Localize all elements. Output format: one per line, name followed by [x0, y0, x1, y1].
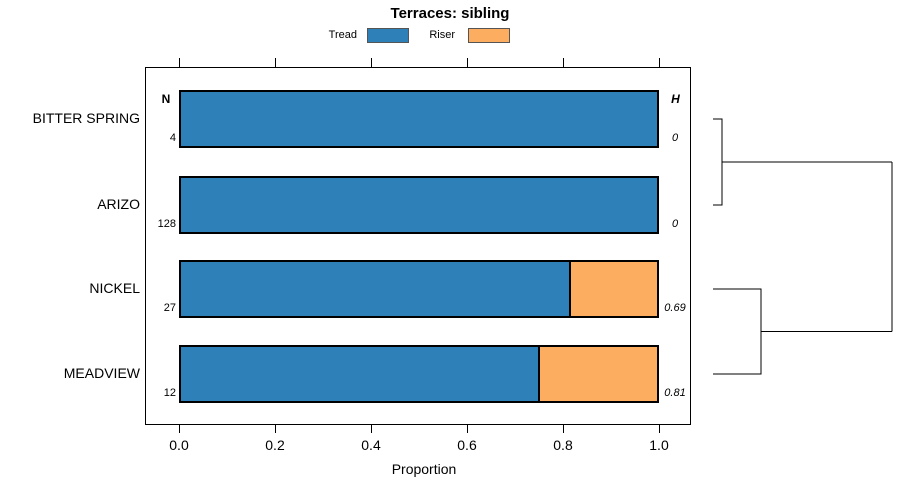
x-tick-bottom	[178, 425, 180, 433]
x-tick-label: 1.0	[649, 437, 669, 453]
bar-segment-riser	[538, 347, 657, 401]
x-tick-top	[274, 58, 276, 67]
x-tick-top	[562, 58, 564, 67]
x-tick-top	[178, 58, 180, 67]
y-axis-label: MEADVIEW	[63, 365, 140, 381]
h-value: 0.81	[664, 387, 686, 399]
x-tick-bottom	[562, 425, 564, 433]
x-tick-label: 0.0	[169, 437, 189, 453]
h-column-header: H	[671, 92, 680, 106]
x-tick-bottom	[466, 425, 468, 433]
x-tick-bottom	[658, 425, 660, 433]
y-axis-label: ARIZO	[97, 196, 140, 212]
bar-row	[179, 176, 659, 234]
dendrogram-lines	[713, 118, 893, 375]
legend-swatch-riser-icon	[468, 28, 510, 43]
legend-label-tread: Tread	[328, 29, 357, 41]
chart-title: Terraces: sibling	[390, 5, 510, 22]
n-value: 27	[163, 302, 176, 314]
n-value: 4	[169, 132, 176, 144]
bar-segment-riser	[568, 262, 657, 316]
x-tick-top	[658, 58, 660, 67]
h-value: 0	[671, 218, 679, 230]
h-value: 0.69	[664, 302, 686, 314]
n-value: 128	[157, 218, 176, 230]
bar-row	[179, 260, 659, 318]
n-value: 12	[163, 387, 176, 399]
bar-row	[179, 90, 659, 148]
bar-row	[179, 345, 659, 403]
x-tick-label: 0.6	[457, 437, 477, 453]
legend-swatch-tread-icon	[367, 28, 409, 43]
y-axis-label: NICKEL	[89, 280, 140, 296]
h-value: 0	[671, 132, 679, 144]
x-tick-label: 0.2	[265, 437, 285, 453]
n-column-header: N	[161, 92, 171, 106]
x-axis-title: Proportion	[391, 461, 457, 477]
legend-label-riser: Riser	[429, 29, 455, 41]
x-tick-top	[466, 58, 468, 67]
x-tick-bottom	[274, 425, 276, 433]
y-axis-label: BITTER SPRING	[32, 110, 140, 126]
x-tick-label: 0.8	[553, 437, 573, 453]
x-tick-top	[370, 58, 372, 67]
x-tick-label: 0.4	[361, 437, 381, 453]
x-tick-bottom	[370, 425, 372, 433]
